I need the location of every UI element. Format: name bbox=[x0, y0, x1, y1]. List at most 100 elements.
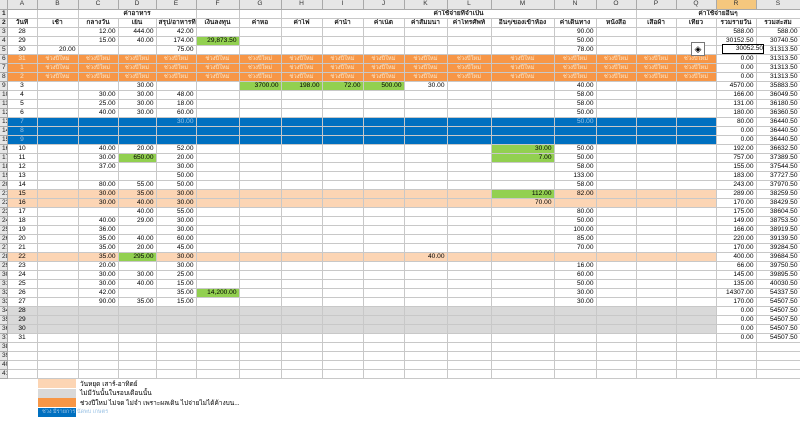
cell[interactable] bbox=[404, 90, 448, 100]
cell[interactable] bbox=[363, 234, 405, 244]
cell[interactable] bbox=[281, 27, 323, 37]
cell[interactable] bbox=[596, 135, 637, 145]
cell[interactable]: 30.00 bbox=[554, 297, 597, 307]
daily-total-cell[interactable]: 0.00 bbox=[715, 72, 757, 82]
cell[interactable] bbox=[756, 351, 800, 361]
cell[interactable] bbox=[491, 27, 555, 37]
cell[interactable]: 30.00 bbox=[78, 153, 119, 163]
cell[interactable] bbox=[636, 306, 677, 316]
cell[interactable] bbox=[239, 36, 282, 46]
cell[interactable] bbox=[78, 306, 119, 316]
cell[interactable] bbox=[676, 198, 717, 208]
cell[interactable]: 133.00 bbox=[554, 171, 597, 181]
row-number[interactable]: 7 bbox=[0, 63, 8, 73]
table-row[interactable]: 3 28 12.00 444.00 42.00 90.00 588.00 588.00 bbox=[0, 27, 800, 37]
column-header[interactable]: G bbox=[239, 0, 282, 10]
cell[interactable] bbox=[636, 45, 677, 55]
cell[interactable]: ช่วงปีใหม่ bbox=[37, 54, 79, 64]
cell[interactable] bbox=[676, 288, 717, 298]
cell[interactable] bbox=[596, 81, 637, 91]
cell[interactable]: 40.00 bbox=[118, 207, 157, 217]
cell[interactable] bbox=[636, 207, 677, 217]
cell[interactable] bbox=[156, 315, 197, 325]
cell[interactable] bbox=[37, 9, 79, 19]
cell[interactable] bbox=[363, 351, 405, 361]
cell[interactable]: ช่วงปีใหม่ bbox=[322, 63, 364, 73]
cell[interactable] bbox=[716, 360, 757, 370]
cell[interactable] bbox=[322, 216, 364, 226]
cell[interactable]: 30.00 bbox=[78, 189, 119, 199]
row-number[interactable]: 40 bbox=[0, 360, 8, 370]
cell[interactable]: 40.00 bbox=[554, 81, 597, 91]
cell[interactable] bbox=[78, 135, 119, 145]
cell[interactable] bbox=[491, 216, 555, 226]
cell[interactable] bbox=[363, 306, 405, 316]
cell[interactable] bbox=[404, 180, 448, 190]
cell[interactable]: 82.00 bbox=[554, 189, 597, 199]
cumulative-total-cell[interactable]: 36440.50 bbox=[756, 126, 800, 136]
column-header[interactable]: Q bbox=[676, 0, 717, 10]
cell[interactable] bbox=[596, 180, 637, 190]
cell[interactable] bbox=[118, 171, 157, 181]
cell[interactable] bbox=[156, 369, 197, 379]
cell[interactable] bbox=[239, 153, 282, 163]
cumulative-total-cell[interactable]: 39139.50 bbox=[756, 234, 800, 244]
cell[interactable] bbox=[554, 315, 597, 325]
row-number[interactable]: 34 bbox=[0, 306, 8, 316]
daily-total-cell[interactable]: 289.00 bbox=[715, 189, 757, 199]
row-number[interactable]: 14 bbox=[0, 126, 8, 136]
row-number[interactable]: 9 bbox=[0, 81, 8, 91]
daily-total-cell[interactable]: 135.00 bbox=[715, 279, 757, 289]
cell[interactable] bbox=[196, 90, 240, 100]
cell[interactable] bbox=[239, 144, 282, 154]
cell[interactable] bbox=[404, 27, 448, 37]
cell[interactable] bbox=[281, 306, 323, 316]
cell[interactable] bbox=[676, 270, 717, 280]
cell[interactable] bbox=[78, 126, 119, 136]
column-header[interactable]: S bbox=[756, 0, 800, 10]
table-row[interactable]: 9 3 30.00 3700.00 198.00 72.00 500.00 30.00 40.0… bbox=[0, 81, 800, 91]
cell[interactable] bbox=[322, 225, 364, 235]
cell[interactable] bbox=[281, 135, 323, 145]
row-number[interactable]: 32 bbox=[0, 288, 8, 298]
cell[interactable] bbox=[554, 198, 597, 208]
cell[interactable] bbox=[37, 81, 79, 91]
cell[interactable] bbox=[363, 153, 405, 163]
cell[interactable] bbox=[196, 171, 240, 181]
cumulative-total-cell[interactable]: 38604.50 bbox=[756, 207, 800, 217]
cell[interactable]: ช่วงปีใหม่ bbox=[404, 63, 448, 73]
cell[interactable] bbox=[636, 27, 677, 37]
cell[interactable]: 35.00 bbox=[78, 234, 119, 244]
cell[interactable] bbox=[196, 342, 240, 352]
cell[interactable]: ช่วงปีใหม่ bbox=[447, 72, 492, 82]
cell[interactable] bbox=[676, 297, 717, 307]
cumulative-total-cell[interactable]: 31313.50 bbox=[756, 54, 800, 64]
cell[interactable]: 15.00 bbox=[156, 297, 197, 307]
cell[interactable] bbox=[239, 342, 282, 352]
cell[interactable]: 100.00 bbox=[554, 225, 597, 235]
daily-total-cell[interactable]: 220.00 bbox=[715, 234, 757, 244]
daily-total-cell[interactable]: 80.00 bbox=[715, 117, 757, 127]
cell[interactable] bbox=[37, 333, 79, 343]
cell[interactable] bbox=[37, 171, 79, 181]
cell[interactable] bbox=[37, 360, 79, 370]
cell[interactable] bbox=[491, 324, 555, 334]
cell[interactable] bbox=[491, 333, 555, 343]
cell[interactable] bbox=[239, 45, 282, 55]
cell[interactable] bbox=[118, 369, 157, 379]
cell[interactable] bbox=[596, 306, 637, 316]
daily-total-cell[interactable]: 0.00 bbox=[715, 333, 757, 343]
cell[interactable] bbox=[196, 9, 240, 19]
cell[interactable] bbox=[322, 99, 364, 109]
cell[interactable] bbox=[491, 45, 555, 55]
cell[interactable] bbox=[554, 369, 597, 379]
